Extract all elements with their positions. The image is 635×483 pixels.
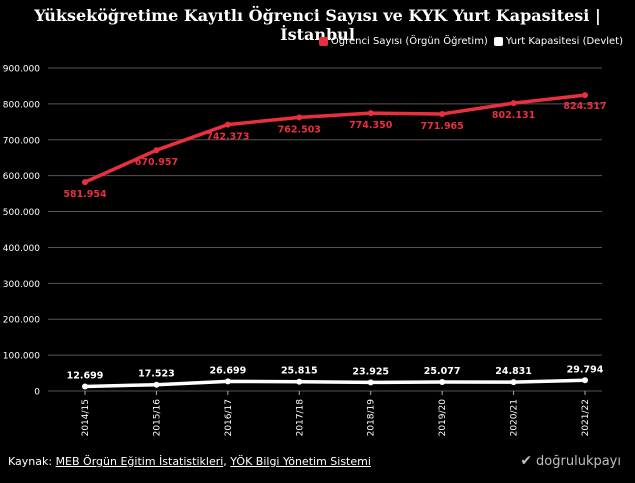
data-point [582, 92, 588, 99]
x-tick-label: 2019/20 [438, 399, 448, 437]
x-tick-label: 2021/22 [581, 399, 591, 436]
data-point [153, 147, 160, 154]
data-point [439, 379, 446, 386]
x-tick-label: 2020/21 [510, 399, 520, 436]
series-line-students [83, 93, 587, 184]
y-tick-label: 900.000 [3, 65, 40, 75]
data-label: 802.131 [492, 110, 535, 121]
series-line-dorm [83, 378, 587, 389]
data-label: 12.699 [67, 370, 104, 381]
data-label: 29.794 [567, 364, 604, 375]
data-label: 25.077 [424, 366, 461, 377]
check-icon: ✔ [520, 453, 533, 469]
x-tick-label: 2018/19 [367, 399, 377, 437]
y-tick-label: 500.000 [3, 208, 40, 218]
data-label: 774.350 [349, 120, 393, 131]
data-label: 742.373 [206, 132, 249, 143]
y-tick-label: 200.000 [3, 316, 40, 326]
brand-logo: ✔ doğrulukpayı [520, 453, 621, 469]
data-label: 771.965 [421, 121, 464, 132]
x-tick-label: 2016/17 [224, 399, 234, 436]
source-prefix: Kaynak: [8, 455, 53, 468]
x-tick-label: 2017/18 [295, 399, 305, 437]
legend-label-dorm: Yurt Kapasitesi (Devlet) [505, 36, 623, 47]
data-label: 17.523 [138, 369, 175, 380]
data-point [82, 383, 88, 390]
x-tick-label: 2014/15 [81, 399, 91, 436]
data-label: 25.815 [281, 366, 318, 377]
data-label: 762.503 [278, 124, 321, 135]
data-point [439, 110, 446, 117]
chart-legend: Öğrenci Sayısı (Örgün Öğretim) Yurt Kapa… [318, 36, 623, 47]
y-tick-label: 0 [34, 388, 40, 398]
x-tick-label: 2015/16 [152, 399, 162, 437]
data-point [582, 377, 588, 384]
data-point [153, 381, 160, 388]
data-point [224, 121, 231, 128]
y-tick-label: 300.000 [3, 280, 40, 290]
data-point [296, 114, 303, 121]
chart-title: Yükseköğretime Kayıtlı Öğrenci Sayısı ve… [34, 6, 601, 44]
legend-item-dorm[interactable]: Yurt Kapasitesi (Devlet) [493, 36, 623, 47]
data-label: 581.954 [63, 189, 107, 200]
source-link-meb[interactable]: MEB Örgün Eğitim İstatistikleri [55, 455, 224, 468]
data-point [367, 110, 374, 117]
data-point [82, 179, 88, 186]
data-point [510, 379, 517, 386]
legend-swatch-dorm [493, 37, 503, 46]
data-point [367, 379, 374, 386]
source-note: Kaynak: MEB Örgün Eğitim İstatistikleri,… [8, 455, 371, 468]
data-point [296, 378, 303, 385]
y-tick-label: 100.000 [3, 352, 40, 362]
y-tick-label: 800.000 [3, 100, 40, 110]
data-label: 24.831 [495, 366, 532, 377]
legend-item-students[interactable]: Öğrenci Sayısı (Örgün Öğretim) [318, 36, 488, 47]
data-label: 23.925 [352, 366, 389, 377]
data-label: 26.699 [210, 365, 247, 376]
data-label: 824.517 [563, 101, 606, 112]
y-tick-label: 600.000 [3, 172, 40, 182]
y-tick-label: 400.000 [3, 244, 40, 254]
legend-label-students: Öğrenci Sayısı (Örgün Öğretim) [330, 36, 488, 47]
source-separator: , [223, 455, 227, 468]
data-point [224, 378, 231, 385]
y-tick-label: 700.000 [3, 136, 40, 146]
brand-name: doğrulukpayı [536, 453, 621, 469]
source-link-yok[interactable]: YÖK Bilgi Yönetim Sistemi [230, 455, 371, 468]
data-point [510, 100, 517, 107]
data-label: 670.957 [135, 157, 178, 168]
legend-swatch-students [318, 37, 328, 46]
